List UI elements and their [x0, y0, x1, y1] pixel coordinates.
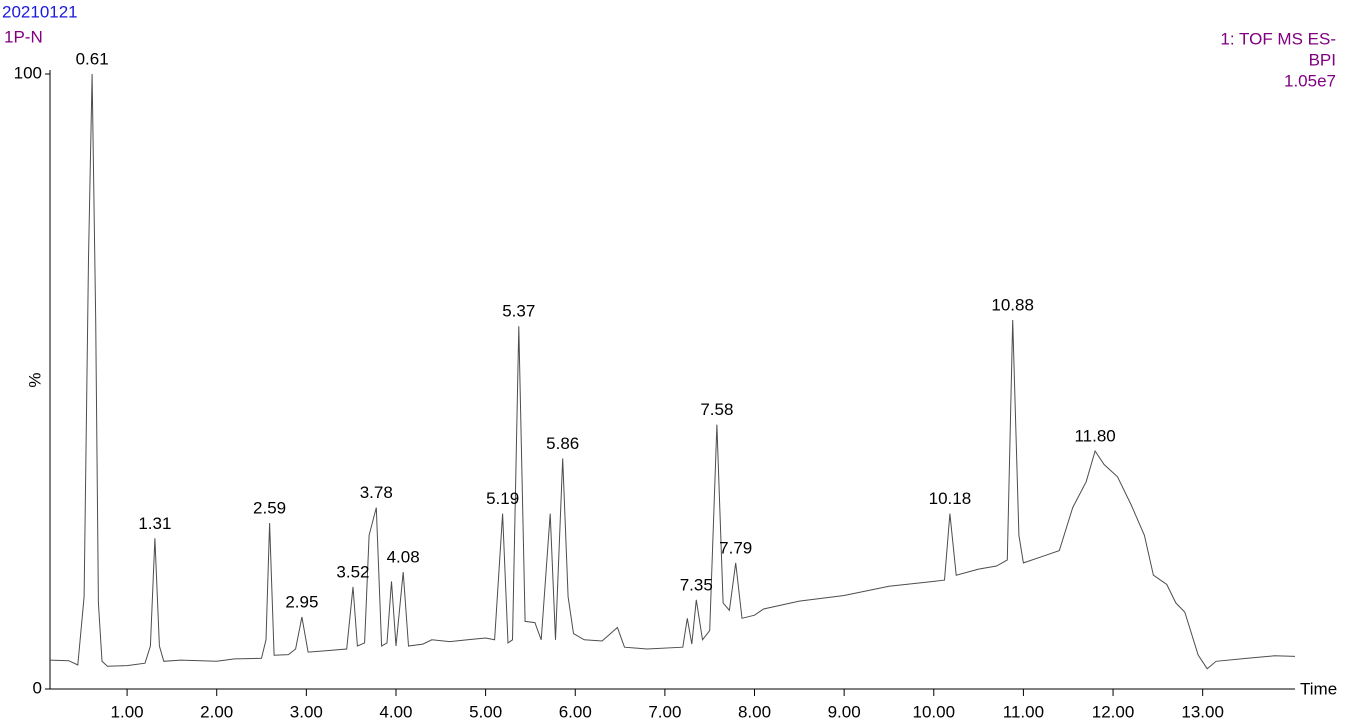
- x-tick-label: 8.00: [738, 702, 771, 721]
- chart-subtitle: 1P-N: [4, 27, 43, 46]
- y-axis-label: %: [25, 372, 44, 387]
- peak-label: 10.18: [929, 489, 972, 508]
- chart-title: 20210121: [2, 2, 78, 21]
- x-tick-label: 5.00: [469, 702, 502, 721]
- y-tick-label: 0: [33, 678, 42, 697]
- x-tick-label: 4.00: [379, 702, 412, 721]
- detector-label: 1: TOF MS ES-: [1220, 29, 1336, 48]
- detector-label: BPI: [1309, 50, 1336, 69]
- peak-label: 5.86: [546, 434, 579, 453]
- y-tick-label: 100: [14, 63, 42, 82]
- peak-label: 3.78: [360, 483, 393, 502]
- peak-label: 0.61: [76, 49, 109, 68]
- peak-label: 10.88: [991, 295, 1034, 314]
- peak-label: 2.95: [285, 593, 318, 612]
- peak-label: 1.31: [138, 514, 171, 533]
- x-tick-label: 11.00: [1003, 702, 1044, 721]
- peak-label: 4.08: [387, 548, 420, 567]
- detector-label: 1.05e7: [1284, 71, 1336, 90]
- x-tick-label: 3.00: [290, 702, 323, 721]
- trace-line: [49, 73, 1296, 670]
- peak-label: 7.79: [719, 538, 752, 557]
- x-tick-label: 9.00: [828, 702, 861, 721]
- x-tick-label: 1.00: [111, 702, 144, 721]
- peak-label: 7.35: [680, 575, 713, 594]
- peak-label: 5.37: [502, 302, 535, 321]
- x-axis-label: Time: [1300, 679, 1337, 698]
- x-tick-label: 10.00: [913, 702, 956, 721]
- x-tick-label: 13.00: [1181, 702, 1224, 721]
- x-tick-label: 6.00: [559, 702, 592, 721]
- peak-label: 5.19: [486, 489, 519, 508]
- peak-label: 7.58: [700, 400, 733, 419]
- x-tick-label: 2.00: [200, 702, 233, 721]
- peak-label: 2.59: [253, 498, 286, 517]
- x-tick-label: 7.00: [648, 702, 681, 721]
- peak-label: 3.52: [336, 562, 369, 581]
- x-tick-label: 12.00: [1092, 702, 1135, 721]
- peak-label: 11.80: [1074, 426, 1115, 445]
